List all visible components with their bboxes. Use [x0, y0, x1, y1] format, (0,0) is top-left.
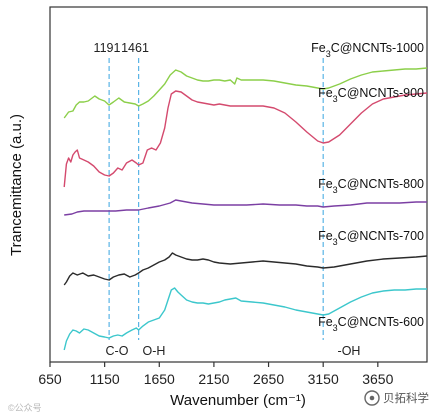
x-axis: 650 1150 1650 2150 2650 3150 3650	[38, 362, 394, 387]
series-label-600: Fe3C@NCNTs-600	[318, 315, 424, 333]
series-line	[63, 252, 428, 286]
marker-label-1461: 1461	[121, 41, 149, 55]
series-line	[63, 67, 428, 119]
series-group	[63, 67, 428, 351]
plot-frame	[49, 6, 428, 363]
series-label-800: Fe3C@NCNTs-800	[318, 177, 424, 195]
brand-icon-dot	[369, 395, 375, 401]
series-line	[64, 199, 427, 216]
marker-label-1191: 1191	[94, 41, 121, 55]
brand-badge: 贝拓科学	[364, 390, 429, 406]
series-label-1000: Fe3C@NCNTs-1000	[311, 41, 424, 59]
annotation-minus-oh: -OH	[338, 344, 361, 358]
annotation-c-o: C-O	[106, 344, 129, 358]
series-label-700: Fe3C@NCNTs-700	[318, 229, 424, 247]
series-line	[63, 287, 427, 351]
series-line	[63, 90, 428, 188]
series-label-900: Fe3C@NCNTs-900	[318, 86, 424, 104]
watermark-text: ©公众号	[8, 403, 42, 413]
y-axis-label: Trancemittance (a.u.)	[8, 114, 25, 256]
brand-icon	[364, 390, 380, 406]
brand-text: 贝拓科学	[383, 391, 429, 405]
x-tick-label: 2650	[253, 371, 284, 387]
x-tick-label: 1150	[90, 371, 120, 387]
x-axis-label: Wavenumber (cm⁻¹)	[170, 392, 306, 409]
annotation-o-h: O-H	[143, 344, 166, 358]
x-tick-label: 2150	[198, 371, 229, 387]
marker-lines	[108, 58, 324, 340]
x-tick-label: 3650	[362, 371, 393, 387]
x-tick-label: 650	[38, 371, 62, 387]
x-tick-label: 1650	[144, 371, 175, 387]
x-tick-label: 3150	[308, 371, 339, 387]
series-labels: Fe3C@NCNTs-1000 Fe3C@NCNTs-900 Fe3C@NCNT…	[311, 41, 424, 333]
